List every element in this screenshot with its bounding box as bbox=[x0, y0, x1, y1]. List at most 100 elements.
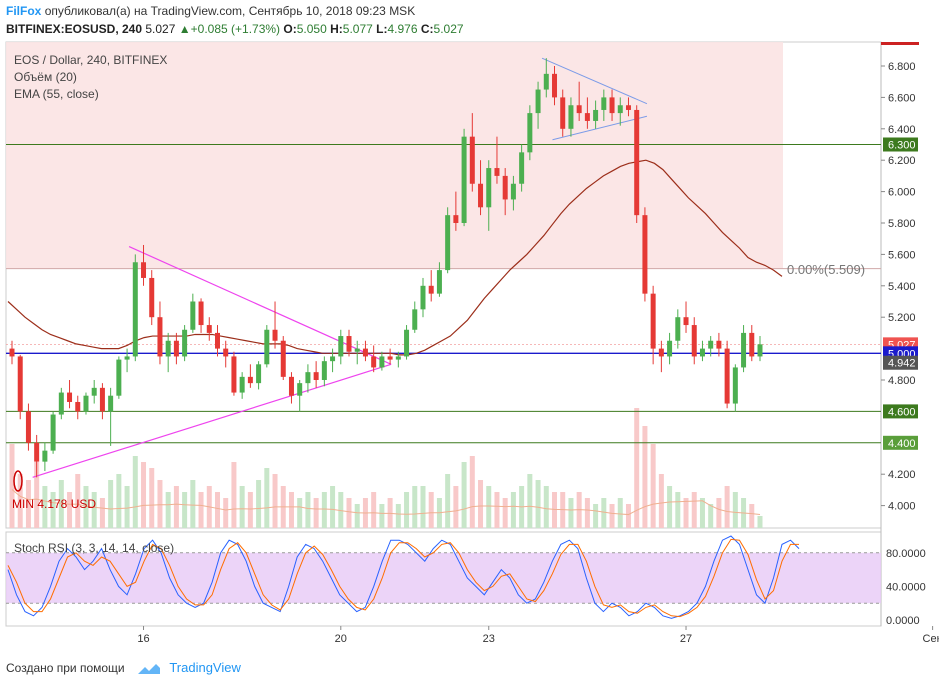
price-level-text: 6.300 bbox=[888, 140, 916, 152]
volume-bar bbox=[543, 486, 549, 528]
candle-body bbox=[321, 361, 327, 380]
legend-volume: Объём (20) bbox=[14, 70, 77, 84]
candle-body bbox=[395, 356, 401, 360]
volume-bar bbox=[132, 456, 138, 528]
volume-bar bbox=[658, 474, 664, 528]
volume-bar bbox=[297, 498, 303, 528]
candle bbox=[280, 336, 286, 380]
volume-bar bbox=[732, 492, 738, 528]
candle bbox=[206, 317, 212, 341]
volume-bar bbox=[724, 486, 730, 528]
price-level-text: 4.600 bbox=[888, 406, 916, 418]
volume-bar bbox=[634, 408, 640, 528]
candle-body bbox=[149, 277, 155, 318]
candle bbox=[749, 325, 755, 362]
footer: Создано при помощи TradingView bbox=[6, 660, 241, 675]
time-tick-label: 16 bbox=[137, 633, 149, 645]
candle-body bbox=[486, 168, 492, 208]
volume-bar bbox=[453, 486, 459, 528]
volume-bar bbox=[231, 462, 237, 528]
last-price: 5.027 bbox=[145, 22, 176, 36]
candle bbox=[91, 380, 97, 404]
volume-bar bbox=[404, 492, 410, 528]
candle-body bbox=[165, 340, 171, 357]
candle-body bbox=[617, 105, 623, 114]
candle bbox=[124, 348, 130, 373]
volume-bar bbox=[330, 486, 336, 528]
candle bbox=[625, 97, 631, 117]
candle-body bbox=[741, 332, 747, 368]
candle bbox=[264, 325, 270, 368]
candle-body bbox=[116, 359, 122, 396]
candle-body bbox=[17, 356, 23, 412]
price-level-tag: 4.600 bbox=[883, 404, 918, 419]
author-link[interactable]: FilFox bbox=[6, 4, 42, 18]
candle bbox=[313, 361, 319, 388]
volume-bar bbox=[9, 444, 15, 528]
candle bbox=[453, 191, 459, 231]
candle bbox=[247, 364, 253, 388]
candle-body bbox=[502, 175, 508, 200]
candle bbox=[67, 380, 73, 409]
candle-body bbox=[445, 215, 451, 271]
candle-body bbox=[34, 442, 40, 462]
volume-bar bbox=[182, 492, 188, 528]
price-chart[interactable]: 6.800 6.600 6.400 6.200 6.000 5.800 5.600 5.400… bbox=[0, 0, 939, 660]
candle-body bbox=[223, 348, 229, 357]
volume-bar bbox=[165, 492, 171, 528]
candle bbox=[182, 325, 188, 362]
volume-bar bbox=[749, 504, 755, 528]
time-tick-label: 20 bbox=[335, 633, 347, 645]
volume-bar bbox=[149, 468, 155, 528]
candle bbox=[436, 262, 442, 297]
resistance-zone bbox=[6, 42, 783, 269]
candle-body bbox=[716, 340, 722, 349]
candle-body bbox=[371, 356, 377, 368]
price-tick-label: 5.400 bbox=[888, 281, 916, 293]
candle bbox=[330, 348, 336, 373]
candle bbox=[667, 332, 673, 365]
volume-bar bbox=[346, 498, 352, 528]
price-level-tag: 4.942 bbox=[883, 355, 918, 370]
price-level-box bbox=[883, 435, 918, 450]
price-level-box bbox=[883, 404, 918, 419]
price-level-text: 4.400 bbox=[888, 438, 916, 450]
volume-bar bbox=[609, 504, 615, 528]
publish-info: опубликовал(а) на TradingView.com, Сентя… bbox=[44, 4, 416, 18]
volume-bar bbox=[305, 492, 311, 528]
time-tick-label: Сен bbox=[923, 633, 939, 645]
candle bbox=[75, 395, 81, 420]
candle bbox=[239, 372, 245, 399]
candle-body bbox=[527, 113, 533, 153]
candle bbox=[601, 89, 607, 121]
candle-body bbox=[42, 450, 48, 462]
candle-body bbox=[642, 215, 648, 294]
candle bbox=[42, 442, 48, 472]
candle bbox=[321, 356, 327, 387]
candle-body bbox=[609, 97, 615, 114]
volume-bar bbox=[124, 486, 130, 528]
volume-bar bbox=[239, 486, 245, 528]
volume-bar bbox=[445, 474, 451, 528]
candle-body bbox=[132, 262, 138, 357]
candle-body bbox=[658, 348, 664, 357]
publish-line: FilFox опубликовал(а) на TradingView.com… bbox=[6, 4, 415, 18]
candle bbox=[708, 336, 714, 357]
candle bbox=[165, 332, 171, 373]
candle-body bbox=[58, 392, 64, 415]
volume-bar bbox=[34, 462, 40, 528]
pennant-lower-line bbox=[552, 115, 648, 141]
candle-body bbox=[699, 348, 705, 357]
candle-body bbox=[354, 348, 360, 352]
close-label: C: bbox=[420, 22, 434, 36]
tradingview-link[interactable]: TradingView bbox=[169, 660, 241, 675]
volume-bar bbox=[502, 498, 508, 528]
tradingview-logo-icon bbox=[137, 663, 160, 674]
price-level-tag: 6.300 bbox=[883, 137, 918, 152]
candle-body bbox=[387, 356, 393, 360]
candle bbox=[362, 340, 368, 362]
volume-bar bbox=[601, 498, 607, 528]
time-tick-label: 27 bbox=[680, 633, 692, 645]
candle-body bbox=[552, 73, 558, 98]
candle-body bbox=[708, 340, 714, 349]
